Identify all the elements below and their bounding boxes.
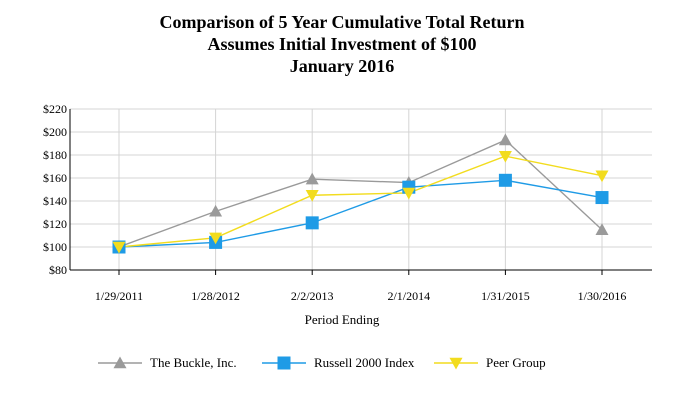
data-point-series-2	[402, 187, 416, 200]
data-point-series-2	[595, 170, 609, 183]
y-tick-label: $80	[49, 263, 67, 277]
legend-item: Peer Group	[434, 351, 546, 375]
line-chart: $80 $100 $120 $140 $160 $180 $200 $220 1/29/2011…	[43, 102, 652, 300]
y-tick-label: $160	[43, 171, 67, 185]
chart-title: Comparison of 5 Year Cumulative Total Re…	[0, 11, 684, 77]
data-point-series-0	[209, 204, 223, 217]
data-point-series-0	[305, 172, 319, 185]
title-line-1: Comparison of 5 Year Cumulative Total Re…	[159, 12, 525, 32]
legend-label: Russell 2000 Index	[314, 355, 415, 370]
legend-label: Peer Group	[486, 355, 546, 370]
y-tick-label: $220	[43, 102, 67, 116]
data-point-series-0	[498, 133, 512, 146]
legend-item: Russell 2000 Index	[262, 351, 414, 375]
y-tick-label: $120	[43, 217, 67, 231]
legend-swatch	[434, 357, 478, 370]
y-tick-label: $100	[43, 240, 67, 254]
y-tick-label: $140	[43, 194, 67, 208]
legend-swatch	[98, 356, 142, 369]
series-line-0	[118, 139, 603, 248]
legend-label: The Buckle, Inc.	[150, 355, 237, 370]
y-tick-label: $200	[43, 125, 67, 139]
data-point-series-2	[305, 190, 319, 202]
title-line-3: January 2016	[289, 56, 395, 76]
x-tick-label: 1/30/2016	[578, 289, 627, 300]
legend-item: The Buckle, Inc.	[98, 351, 237, 375]
x-tick-label: 2/2/2013	[291, 289, 334, 300]
data-point-series-1	[305, 216, 319, 230]
data-point-series-2	[498, 150, 512, 163]
data-point-series-2	[112, 241, 126, 254]
legend-marker	[277, 356, 291, 370]
x-axis-label: Period Ending	[304, 312, 380, 327]
y-tick-label: $180	[43, 148, 67, 162]
data-point-series-1	[498, 173, 512, 187]
legend: The Buckle, Inc. Russell 2000 Index Peer G…	[0, 351, 684, 375]
legend-swatch	[262, 356, 306, 370]
x-tick-label: 2/1/2014	[387, 289, 430, 300]
legend-marker	[449, 357, 463, 370]
x-tick-label: 1/29/2011	[95, 289, 143, 300]
series-line-1	[118, 179, 603, 248]
legend-marker	[113, 356, 127, 369]
data-point-series-2	[209, 232, 223, 245]
data-point-series-0	[595, 223, 609, 235]
x-tick-label: 1/28/2012	[191, 289, 240, 300]
x-tick-label: 1/31/2015	[481, 289, 530, 300]
data-point-series-1	[595, 191, 609, 205]
title-line-2: Assumes Initial Investment of $100	[207, 34, 477, 54]
series-line-2	[118, 155, 603, 248]
